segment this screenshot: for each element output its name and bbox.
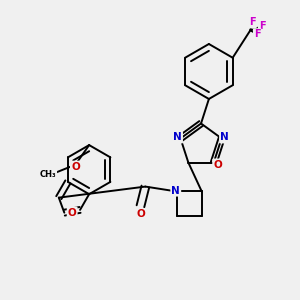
Text: N: N [173,132,182,142]
Text: F: F [259,21,266,31]
Text: N: N [171,185,180,196]
Text: F: F [249,17,256,27]
Text: N: N [220,132,229,142]
Text: O: O [71,162,80,172]
Text: O: O [68,208,76,218]
Text: O: O [136,209,145,219]
Text: F: F [254,29,260,39]
Text: O: O [213,160,222,170]
Text: CH₃: CH₃ [40,170,56,179]
